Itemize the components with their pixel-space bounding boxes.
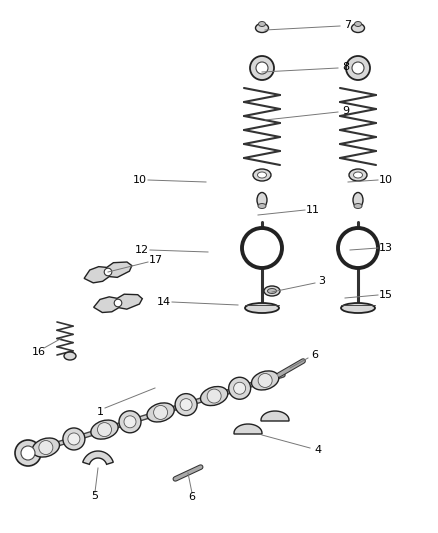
Circle shape: [21, 446, 35, 460]
Ellipse shape: [32, 438, 60, 457]
Ellipse shape: [250, 56, 274, 80]
Text: 3: 3: [318, 276, 325, 286]
Ellipse shape: [353, 192, 363, 207]
Ellipse shape: [268, 288, 276, 294]
Circle shape: [258, 374, 272, 387]
Circle shape: [229, 377, 251, 399]
Circle shape: [114, 299, 122, 307]
Circle shape: [207, 389, 221, 403]
Text: 11: 11: [306, 205, 320, 215]
Circle shape: [154, 406, 168, 419]
Ellipse shape: [201, 386, 228, 406]
Ellipse shape: [353, 172, 363, 178]
Circle shape: [68, 433, 80, 445]
Text: 9: 9: [343, 106, 350, 116]
Polygon shape: [83, 451, 113, 464]
Polygon shape: [261, 411, 289, 421]
Text: 4: 4: [314, 445, 321, 455]
Circle shape: [175, 394, 197, 416]
Ellipse shape: [257, 192, 267, 207]
Text: 8: 8: [343, 62, 350, 72]
Ellipse shape: [258, 21, 265, 27]
Ellipse shape: [354, 204, 362, 208]
Text: 6: 6: [311, 350, 318, 360]
Polygon shape: [234, 424, 262, 434]
Text: 14: 14: [157, 297, 171, 307]
Text: 17: 17: [149, 255, 163, 265]
Ellipse shape: [264, 286, 280, 296]
Circle shape: [104, 268, 112, 276]
Ellipse shape: [256, 62, 268, 74]
Ellipse shape: [253, 169, 271, 181]
Circle shape: [233, 382, 246, 394]
Text: 5: 5: [92, 491, 99, 501]
Text: 12: 12: [135, 245, 149, 255]
Ellipse shape: [91, 420, 118, 439]
Text: 6: 6: [188, 492, 195, 502]
Text: 13: 13: [379, 243, 393, 253]
Text: 10: 10: [379, 175, 393, 185]
Text: 15: 15: [379, 290, 393, 300]
Ellipse shape: [64, 352, 76, 360]
Text: 16: 16: [32, 347, 46, 357]
Ellipse shape: [341, 303, 375, 313]
Circle shape: [15, 440, 41, 466]
Ellipse shape: [255, 23, 268, 33]
Polygon shape: [94, 294, 142, 312]
Ellipse shape: [346, 56, 370, 80]
Circle shape: [180, 399, 192, 410]
Ellipse shape: [258, 204, 266, 208]
Circle shape: [98, 423, 112, 437]
Ellipse shape: [349, 169, 367, 181]
Circle shape: [242, 228, 282, 268]
Text: 7: 7: [344, 20, 352, 30]
Circle shape: [338, 228, 378, 268]
Text: 10: 10: [133, 175, 147, 185]
Ellipse shape: [354, 21, 361, 27]
Ellipse shape: [258, 172, 266, 178]
Ellipse shape: [245, 303, 279, 313]
Circle shape: [39, 441, 53, 455]
Circle shape: [119, 411, 141, 433]
Circle shape: [124, 416, 136, 428]
Text: 1: 1: [96, 407, 103, 417]
Ellipse shape: [352, 23, 364, 33]
Ellipse shape: [251, 371, 279, 390]
Ellipse shape: [147, 403, 174, 422]
Polygon shape: [84, 262, 132, 283]
Circle shape: [63, 428, 85, 450]
Ellipse shape: [352, 62, 364, 74]
